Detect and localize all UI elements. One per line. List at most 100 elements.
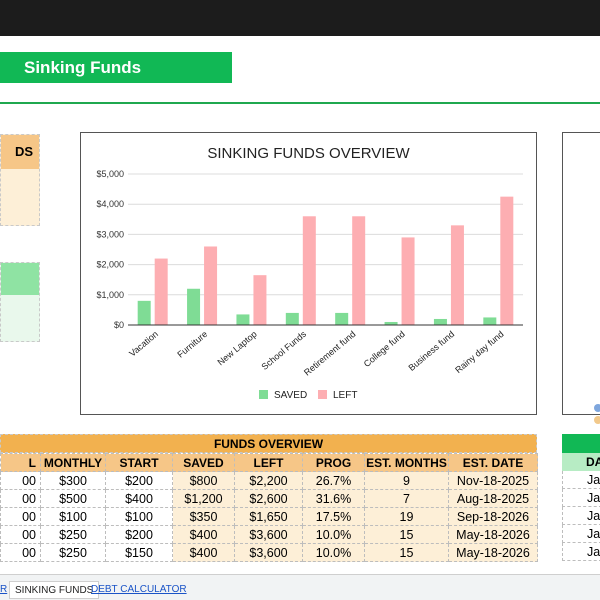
tab-debt-calculator[interactable]: DEBT CALCULATOR [91, 584, 187, 595]
table-cell[interactable]: $400 [172, 543, 235, 562]
funds-overview-table: FUNDS OVERVIEW L MONTHLY START SAVED LEF… [0, 434, 538, 562]
bar-left [204, 246, 218, 325]
table-cell[interactable]: 17.5% [302, 507, 365, 526]
left-summary-card: DS [0, 134, 40, 226]
table-row: 00 $250 $150 $400 $3,600 10.0% 15 May-18-2026 [0, 543, 538, 562]
y-tick-label: $4,000 [96, 199, 124, 209]
table-cell[interactable]: 31.6% [302, 489, 365, 508]
y-tick-label: $1,000 [96, 290, 124, 300]
bar-saved [236, 314, 250, 325]
legend-label: SAVED [274, 390, 307, 401]
chart-canvas: $0 $1,000 $2,000 $3,000 $4,000 $5,000 Vacation… [96, 169, 523, 401]
left-green-heading [1, 263, 39, 295]
table-cell[interactable]: 26.7% [302, 471, 365, 490]
bar-saved [137, 300, 151, 325]
x-tick-label: Furniture [175, 329, 209, 360]
table-cell[interactable]: 00 [0, 471, 41, 490]
table-cell[interactable]: $800 [172, 471, 235, 490]
table-cell[interactable]: 00 [0, 525, 41, 544]
table-row: 00 $300 $200 $800 $2,200 26.7% 9 Nov-18-2025 [0, 471, 538, 490]
table-cell[interactable]: $300 [40, 471, 106, 490]
table-cell[interactable]: $200 [105, 471, 173, 490]
bar-saved [335, 312, 349, 325]
column-header: START [105, 453, 173, 472]
table-cell[interactable]: $1,650 [234, 507, 303, 526]
table-cell[interactable]: $250 [40, 543, 106, 562]
table-cell[interactable]: $2,200 [234, 471, 303, 490]
table-cell[interactable]: May-18-2026 [448, 525, 538, 544]
table-cell[interactable]: $200 [105, 525, 173, 544]
table-cell[interactable]: 10.0% [302, 525, 365, 544]
bar-left [401, 237, 415, 325]
table-cell[interactable]: Sep-18-2026 [448, 507, 538, 526]
column-header: EST. DATE [448, 453, 538, 472]
table-cell[interactable]: $2,600 [234, 489, 303, 508]
header-divider [0, 102, 600, 104]
table-cell[interactable]: $150 [105, 543, 173, 562]
x-tick-label: College fund [362, 329, 407, 369]
sheet-tab-bar: R SINKING FUNDS DEBT CALCULATOR [0, 574, 600, 600]
table-row: 00 $100 $100 $350 $1,650 17.5% 19 Sep-18-2026 [0, 507, 538, 526]
bar-saved [187, 288, 201, 325]
bar-saved [285, 312, 299, 325]
bar-left [302, 216, 316, 325]
table-cell[interactable]: $400 [105, 489, 173, 508]
table-cell[interactable]: 7 [364, 489, 449, 508]
table-cell[interactable]: May-18-2026 [448, 543, 538, 562]
tab-sinking-funds[interactable]: SINKING FUNDS [9, 581, 100, 599]
bar-saved [433, 318, 447, 325]
right-table-cell[interactable]: Ja [562, 543, 600, 561]
legend-dot-icon [594, 404, 600, 412]
bar-saved [384, 321, 398, 325]
table-cell[interactable]: 00 [0, 543, 41, 562]
table-cell[interactable]: $3,600 [234, 525, 303, 544]
table-cell[interactable]: 00 [0, 489, 41, 508]
table-cell[interactable]: 10.0% [302, 543, 365, 562]
table-cell[interactable]: $100 [105, 507, 173, 526]
table-cell[interactable]: Aug-18-2025 [448, 489, 538, 508]
bar-left [500, 196, 514, 325]
table-row: 00 $500 $400 $1,200 $2,600 31.6% 7 Aug-18-2025 [0, 489, 538, 508]
y-tick-label: $2,000 [96, 260, 124, 270]
bar-left [154, 258, 168, 325]
table-cell[interactable]: 9 [364, 471, 449, 490]
legend-swatch [318, 390, 327, 399]
right-table-header: DA [562, 453, 600, 471]
spreadsheet-area: Sinking Funds DS SINKING FUNDS OVERVIEW … [0, 36, 600, 574]
x-tick-label: Retirement fund [302, 329, 357, 378]
y-tick-label: $0 [114, 320, 124, 330]
table-cell[interactable]: $100 [40, 507, 106, 526]
column-header: LEFT [234, 453, 303, 472]
right-table-cell[interactable]: Ja [562, 471, 600, 489]
left-green-card [0, 262, 40, 342]
table-cell[interactable]: $1,200 [172, 489, 235, 508]
table-cell[interactable]: $400 [172, 525, 235, 544]
legend-dot-icon [594, 416, 600, 424]
table-cell[interactable]: $250 [40, 525, 106, 544]
right-table-cells: Ja Ja Ja Ja Ja [562, 471, 600, 561]
right-date-table: DA Ja Ja Ja Ja Ja [562, 434, 600, 561]
table-cell[interactable]: 19 [364, 507, 449, 526]
sinking-funds-chart[interactable]: SINKING FUNDS OVERVIEW $0 $1,000 $2,000 $3,… [80, 132, 537, 415]
right-table-cell[interactable]: Ja [562, 489, 600, 507]
x-tick-label: Business fund [406, 329, 456, 373]
page-title: Sinking Funds [0, 52, 232, 83]
right-table-cell[interactable]: Ja [562, 525, 600, 543]
legend-swatch [259, 390, 268, 399]
x-tick-label: Rainy day fund [453, 329, 505, 375]
table-cell[interactable]: $350 [172, 507, 235, 526]
right-table-title [562, 434, 600, 453]
table-cell[interactable]: 15 [364, 525, 449, 544]
right-chart-card[interactable] [562, 132, 600, 424]
table-cell[interactable]: 00 [0, 507, 41, 526]
table-cell[interactable]: Nov-18-2025 [448, 471, 538, 490]
chart-title: SINKING FUNDS OVERVIEW [207, 145, 410, 162]
tab-previous-sheet[interactable]: R [0, 584, 8, 595]
table-cell[interactable]: $3,600 [234, 543, 303, 562]
funds-table-body: 00 $300 $200 $800 $2,200 26.7% 9 Nov-18-2025 00 $… [0, 471, 538, 562]
table-cell[interactable]: $500 [40, 489, 106, 508]
table-row: 00 $250 $200 $400 $3,600 10.0% 15 May-18-2026 [0, 525, 538, 544]
right-table-cell[interactable]: Ja [562, 507, 600, 525]
column-header: EST. MONTHS [364, 453, 449, 472]
table-cell[interactable]: 15 [364, 543, 449, 562]
